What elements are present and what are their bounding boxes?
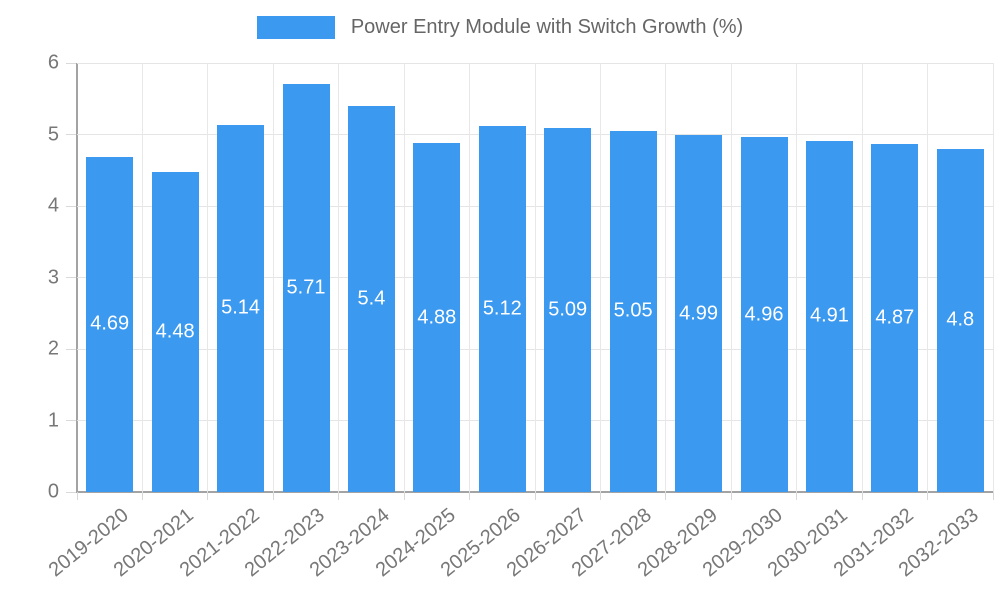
y-axis-tick-label: 1 <box>47 409 59 431</box>
bar-value-label: 5.14 <box>221 296 261 319</box>
bar <box>413 143 461 492</box>
y-axis-tick-label: 6 <box>47 51 59 74</box>
bar-value-label: 5.05 <box>613 299 653 322</box>
legend-swatch-icon <box>256 16 335 39</box>
x-tick-mark <box>534 492 536 500</box>
x-gridline <box>665 63 667 492</box>
x-gridline <box>599 63 601 492</box>
bar-value-label: 4.69 <box>90 312 130 335</box>
x-tick-mark <box>403 492 405 500</box>
x-tick-mark <box>796 492 798 500</box>
x-gridline <box>730 63 732 492</box>
bar-value-label: 4.48 <box>155 320 195 343</box>
bar <box>805 140 853 492</box>
bar <box>871 143 919 492</box>
y-tick-mark <box>66 348 76 350</box>
x-gridline <box>141 63 143 492</box>
y-tick-mark <box>66 62 76 64</box>
bar-value-label: 4.96 <box>744 303 784 326</box>
x-tick-mark <box>141 492 143 500</box>
x-tick-mark <box>76 492 78 500</box>
bar <box>86 156 134 492</box>
chart-legend[interactable]: Power Entry Module with Switch Growth (%… <box>0 16 1000 39</box>
bar <box>609 130 657 492</box>
x-gridline <box>861 63 863 492</box>
x-tick-mark <box>992 492 994 500</box>
bar <box>740 137 788 492</box>
bar-value-label: 4.8 <box>946 308 975 331</box>
x-tick-mark <box>469 492 471 500</box>
y-tick-mark <box>66 134 76 135</box>
bar-value-label: 4.99 <box>679 302 719 325</box>
bar-value-label: 5.71 <box>286 276 326 299</box>
x-gridline <box>338 63 340 492</box>
bar <box>217 124 265 492</box>
y-axis-tick-label: 4 <box>47 194 59 217</box>
x-tick-mark <box>927 492 929 500</box>
x-gridline <box>992 63 994 492</box>
legend-label: Power Entry Module with Switch Growth (%… <box>350 16 744 38</box>
bar <box>675 135 723 492</box>
x-tick-mark <box>272 492 274 500</box>
x-tick-mark <box>599 492 601 500</box>
y-tick-mark <box>66 277 76 278</box>
x-tick-mark <box>665 492 667 500</box>
x-gridline <box>796 63 798 492</box>
bar <box>282 83 330 492</box>
bar-value-label: 4.87 <box>875 306 915 329</box>
bar-value-label: 4.88 <box>417 306 457 329</box>
x-tick-mark <box>338 492 340 500</box>
x-tick-mark <box>861 492 863 500</box>
bar <box>936 148 984 492</box>
y-axis-tick-label: 2 <box>47 337 59 360</box>
bar-value-label: 5.4 <box>357 287 386 310</box>
y-axis-tick-label: 0 <box>47 480 59 503</box>
bar-value-label: 5.09 <box>548 298 588 321</box>
y-tick-mark <box>66 420 76 421</box>
plot-area: 4.69 4.48 5.14 5.71 5.4 4.88 5.12 5.09 5.05 4.99 4… <box>66 62 994 500</box>
x-gridline <box>403 63 405 492</box>
bar <box>151 171 199 492</box>
y-axis-tick-label: 3 <box>47 266 59 288</box>
y-tick-mark <box>66 491 76 493</box>
y-axis-tick-label: 5 <box>47 123 59 145</box>
x-gridline <box>534 63 536 492</box>
x-gridline <box>272 63 274 492</box>
x-tick-mark <box>207 492 209 500</box>
bar <box>478 125 526 492</box>
bar-value-label: 5.12 <box>482 297 522 320</box>
x-gridline <box>927 63 929 492</box>
y-tick-mark <box>66 205 76 207</box>
x-gridline <box>469 63 471 492</box>
bar <box>544 128 592 492</box>
bar <box>347 105 395 492</box>
x-tick-mark <box>730 492 732 500</box>
bar-value-label: 4.91 <box>809 304 849 327</box>
x-gridline <box>207 63 209 492</box>
